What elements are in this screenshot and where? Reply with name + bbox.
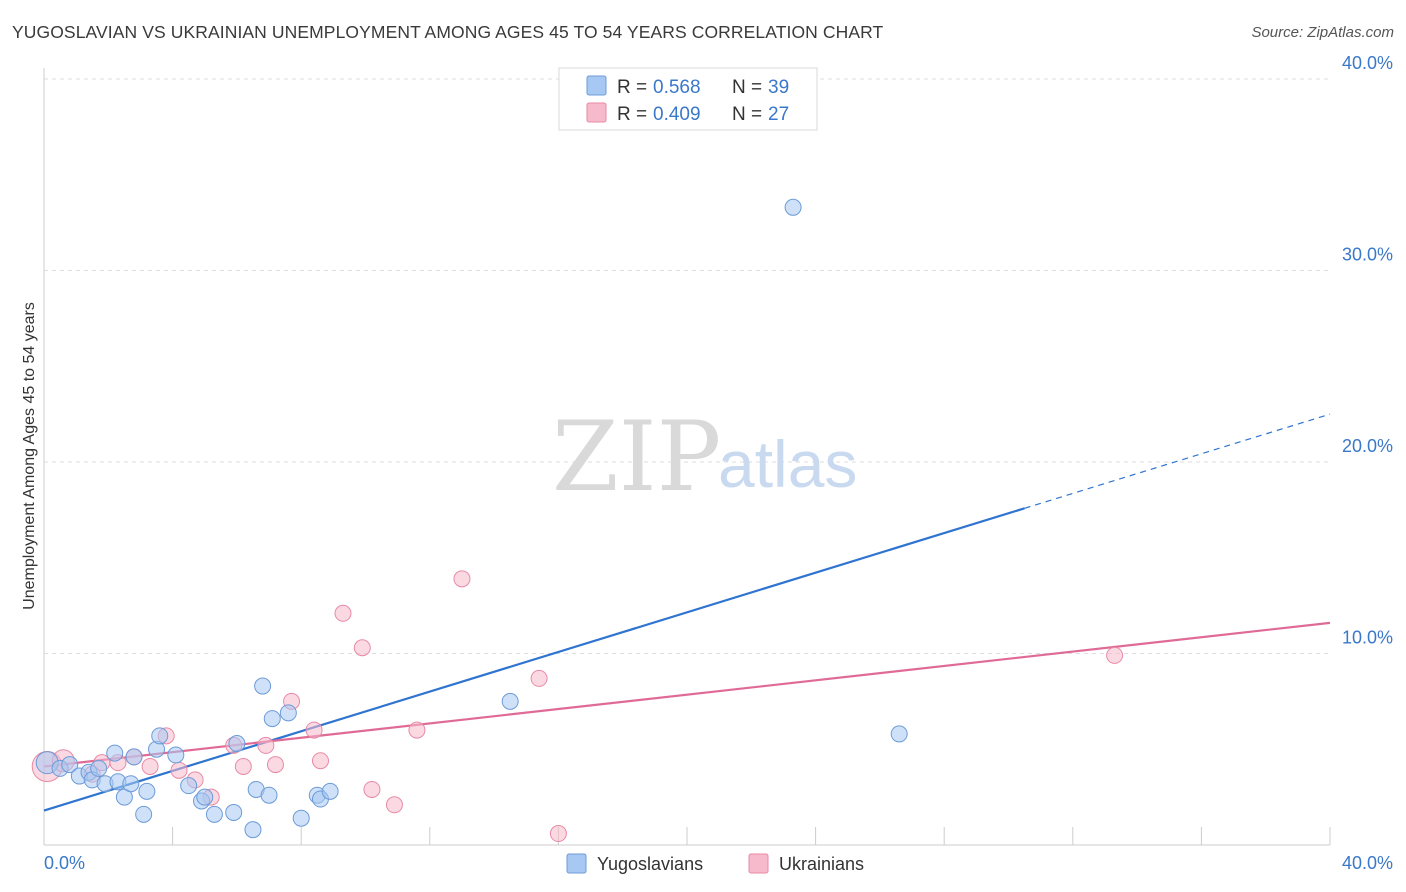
data-point-yugoslavians xyxy=(279,704,297,722)
data-point-yugoslavians xyxy=(321,782,339,800)
legend-swatch-yugoslavians xyxy=(586,75,607,96)
data-point-ukrainians xyxy=(305,721,323,739)
legend-n-label-yugoslavians: N = xyxy=(732,77,762,98)
data-point-ukrainians xyxy=(1106,646,1124,664)
data-point-ukrainians xyxy=(453,570,471,588)
series-legend-label-yugoslavians: Yugoslavians xyxy=(597,854,703,874)
data-point-yugoslavians xyxy=(167,746,185,764)
data-point-yugoslavians xyxy=(228,735,246,753)
legend-r-label-yugoslavians: R = xyxy=(617,77,647,98)
data-point-ukrainians xyxy=(257,736,275,754)
data-point-yugoslavians xyxy=(138,782,156,800)
data-point-ukrainians xyxy=(353,639,371,657)
legend-n-value-ukrainians: 27 xyxy=(768,104,789,125)
x-tick-label-min: 0.0% xyxy=(44,853,85,873)
data-point-yugoslavians xyxy=(180,777,198,795)
legend-r-label-ukrainians: R = xyxy=(617,104,647,125)
series-legend: Yugoslavians Ukrainians xyxy=(566,853,864,874)
data-point-ukrainians xyxy=(170,761,188,779)
watermark: ZIP atlas xyxy=(552,401,857,513)
series-legend-label-ukrainians: Ukrainians xyxy=(779,854,864,874)
data-point-ukrainians xyxy=(266,756,284,774)
data-point-ukrainians xyxy=(549,825,567,843)
series-legend-swatch-ukrainians xyxy=(748,853,769,874)
data-point-yugoslavians xyxy=(122,775,140,793)
series-legend-swatch-yugoslavians xyxy=(566,853,587,874)
data-point-yugoslavians xyxy=(244,821,262,839)
data-point-yugoslavians xyxy=(260,786,278,804)
y-axis-label: Unemployment Among Ages 45 to 54 years xyxy=(21,302,38,610)
legend-swatch-ukrainians xyxy=(586,102,607,123)
y-tick-label-30: 30.0% xyxy=(1342,245,1393,265)
data-point-yugoslavians xyxy=(254,677,272,695)
y-tick-label-10: 10.0% xyxy=(1342,628,1393,648)
chart-title: YUGOSLAVIAN VS UKRAINIAN UNEMPLOYMENT AM… xyxy=(12,22,884,42)
data-point-yugoslavians xyxy=(125,748,143,766)
data-point-ukrainians xyxy=(141,757,159,775)
trend-line-yugoslavians xyxy=(43,507,1025,812)
data-point-yugoslavians xyxy=(501,692,519,710)
data-point-yugoslavians xyxy=(135,805,153,823)
data-point-yugoslavians xyxy=(225,803,243,821)
y-tick-labels: 10.0% 20.0% 30.0% 40.0% xyxy=(1342,53,1393,648)
x-tick-marks xyxy=(172,827,1331,845)
trend-line-extension-yugoslavians xyxy=(1024,413,1331,509)
gridlines xyxy=(44,78,1330,654)
legend-r-value-ukrainians: 0.409 xyxy=(653,104,701,125)
data-point-yugoslavians xyxy=(890,725,908,743)
legend-n-value-yugoslavians: 39 xyxy=(768,77,789,98)
data-points xyxy=(31,198,1124,843)
data-point-yugoslavians xyxy=(784,198,802,216)
stats-legend: R = 0.568 N = 39 R = 0.409 N = 27 xyxy=(558,67,818,131)
x-tick-label-max: 40.0% xyxy=(1342,853,1393,873)
data-point-yugoslavians xyxy=(106,744,124,762)
data-point-ukrainians xyxy=(234,757,252,775)
chart-source: Source: ZipAtlas.com xyxy=(1251,24,1394,41)
data-point-yugoslavians xyxy=(90,759,108,777)
data-point-yugoslavians xyxy=(205,805,223,823)
data-point-yugoslavians xyxy=(263,710,281,728)
legend-r-value-yugoslavians: 0.568 xyxy=(653,77,701,98)
watermark-atlas: atlas xyxy=(718,427,857,501)
data-point-ukrainians xyxy=(363,780,381,798)
data-point-ukrainians xyxy=(530,669,548,687)
data-point-ukrainians xyxy=(334,604,352,622)
y-tick-label-20: 20.0% xyxy=(1342,436,1393,456)
data-point-ukrainians xyxy=(311,752,329,770)
watermark-zip: ZIP xyxy=(552,401,721,513)
data-point-yugoslavians xyxy=(292,809,310,827)
data-point-yugoslavians xyxy=(196,788,214,806)
data-point-yugoslavians xyxy=(61,756,79,774)
data-point-ukrainians xyxy=(408,721,426,739)
data-point-ukrainians xyxy=(385,796,403,814)
y-tick-label-40: 40.0% xyxy=(1342,53,1393,73)
data-point-yugoslavians xyxy=(151,727,169,745)
legend-n-label-ukrainians: N = xyxy=(732,104,762,125)
